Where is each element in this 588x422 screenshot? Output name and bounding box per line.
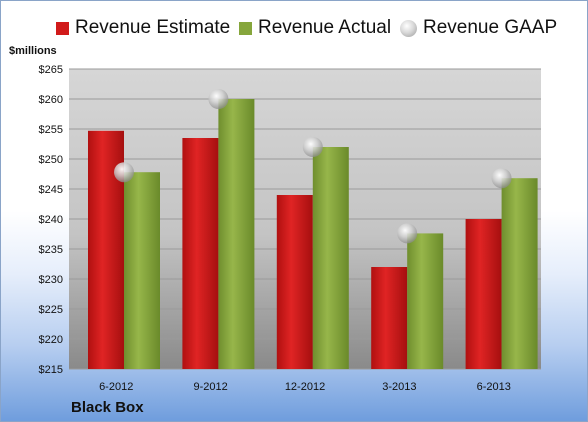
legend-item-actual: Revenue Actual: [239, 17, 391, 39]
marker-gaap: [208, 89, 229, 109]
company-label: Black Box: [71, 399, 144, 416]
y-tick-label: $250: [39, 154, 63, 166]
legend-item-gaap: Revenue GAAP: [400, 17, 557, 39]
bar-estimate: [371, 267, 408, 369]
bar-actual: [407, 233, 444, 369]
legend-label-estimate: Revenue Estimate: [75, 17, 231, 38]
y-tick-label: $225: [39, 304, 63, 316]
y-tick-label: $230: [39, 274, 63, 286]
bar-estimate: [276, 195, 313, 369]
legend-swatch-actual: [239, 21, 252, 35]
legend-item-estimate: Revenue Estimate: [56, 17, 230, 39]
bar-actual: [312, 147, 349, 369]
legend-swatch-estimate: [56, 21, 69, 35]
y-tick-label: $260: [39, 94, 63, 106]
legend-marker-gaap: [400, 19, 417, 37]
y-tick-label: $240: [39, 214, 63, 226]
legend-label-actual: Revenue Actual: [258, 17, 392, 38]
bar-estimate: [182, 138, 219, 369]
bar-actual: [218, 99, 255, 369]
x-tick-label: 9-2012: [193, 381, 227, 393]
marker-gaap: [302, 137, 323, 157]
x-tick-label: 6-2013: [477, 381, 511, 393]
x-tick-label: 12-2012: [285, 381, 325, 393]
marker-gaap: [491, 168, 512, 189]
marker-gaap: [114, 162, 134, 183]
bar-actual: [124, 172, 160, 369]
y-tick-label: $220: [39, 334, 63, 346]
x-tick-label: 3-2013: [382, 381, 416, 393]
legend-label-gaap: Revenue GAAP: [423, 17, 558, 38]
y-tick-label: $245: [39, 184, 63, 196]
y-tick-label: $215: [39, 364, 63, 376]
marker-gaap: [397, 223, 418, 244]
bar-actual: [501, 178, 538, 369]
y-axis-unit-label: $millions: [9, 45, 57, 57]
bar-estimate: [465, 219, 502, 369]
y-tick-label: $265: [39, 64, 63, 76]
y-tick-label: $235: [39, 244, 63, 256]
y-tick-label: $255: [39, 124, 63, 136]
legend: Revenue Estimate Revenue Actual Revenue …: [1, 17, 588, 43]
x-tick-label: 6-2012: [99, 381, 133, 393]
